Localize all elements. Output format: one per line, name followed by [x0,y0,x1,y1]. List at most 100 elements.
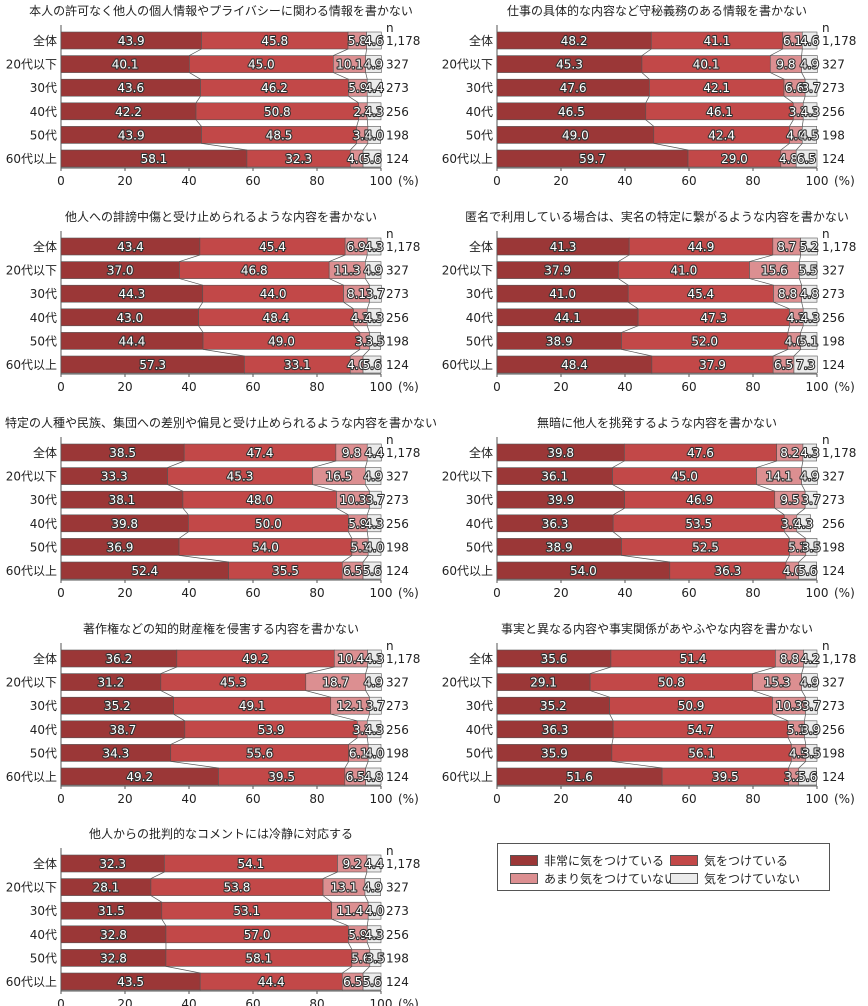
connector-line [804,737,807,745]
connector-line [653,143,689,151]
data-label-30s-not-careful: 3.7 [366,699,385,713]
connector-line [366,325,370,333]
data-label-all-not-very-careful: 5.8 [348,34,367,48]
category-label-30s: 30代 [30,81,57,95]
connector-line [353,325,361,333]
x-tick-label: 0 [493,586,501,600]
data-label-50s-not-careful: 5.1 [799,334,818,348]
data-label-50s-very-careful: 35.9 [541,746,568,760]
bar-segment-all-not-careful [366,31,382,50]
chart-panel-9: 他人からの批判的なコメントには冷静に対応する n 0 20 40 60 80 100 (%) 32… [6,826,421,1006]
n-value-all: 1,178 [822,652,856,666]
x-tick-label: 20 [117,586,132,600]
bar-segment-40s-not-careful [366,308,382,327]
category-label-under-20s: 20代以下 [6,470,57,484]
data-label-all-not-careful: 4.3 [365,652,384,666]
connector-line [173,713,186,722]
data-label-40s-not-very-careful: 4.3 [787,311,806,325]
bar-segment-over-60s-not-careful [793,355,818,374]
connector-line [773,301,790,310]
data-label-30s-careful: 49.1 [239,699,266,713]
data-label-50s-careful: 52.0 [691,334,718,348]
connector-line [795,143,803,151]
bar-segment-50s-not-careful [367,744,382,762]
connector-line [331,918,349,927]
connector-line [618,254,630,262]
data-label-over-60s-very-careful: 49.2 [126,770,153,784]
category-label-40s: 40代 [30,517,57,531]
data-label-40s-not-careful: 4.3 [365,928,384,942]
legend-swatch-not-careful [670,872,698,884]
x-tick-label: 60 [681,586,696,600]
data-label-all-careful: 45.8 [261,34,288,48]
data-label-30s-not-careful: 3.7 [366,493,385,507]
data-label-30s-not-very-careful: 10.3 [776,699,803,713]
connector-line [179,555,229,563]
data-label-over-60s-careful: 39.5 [268,770,295,784]
category-label-under-20s: 20代以下 [442,58,493,72]
x-tick-label: 40 [617,586,632,600]
data-label-50s-very-careful: 49.0 [562,128,589,142]
bar-segment-30s-not-careful [367,901,382,920]
data-label-all-not-very-careful: 8.7 [777,240,796,254]
data-label-all-careful: 47.6 [687,446,714,460]
bar-segment-50s-not-careful [800,332,818,350]
x-tick-label: 80 [309,997,324,1006]
n-value-30s: 273 [386,493,409,507]
connector-line [333,72,349,80]
connector-line [312,484,337,492]
x-tick-label: 100 [370,792,393,806]
connector-line [167,460,185,468]
data-label-30s-very-careful: 35.2 [540,699,567,713]
connector-line [793,349,801,357]
data-label-40s-not-very-careful: 5.9 [348,928,367,942]
data-label-40s-very-careful: 42.2 [115,105,142,119]
x-tick-label: 0 [57,586,65,600]
n-value-30s: 273 [822,699,845,713]
data-label-30s-not-very-careful: 9.5 [780,493,799,507]
connector-line [796,531,807,539]
connector-line [787,737,792,745]
n-value-all: 1,178 [822,446,856,460]
category-label-over-60s: 60代以上 [442,152,493,166]
category-label-over-60s: 60代以上 [442,358,493,372]
n-value-40s: 256 [386,928,409,942]
n-value-40s: 256 [386,517,409,531]
n-header: n [386,639,394,653]
n-header: n [822,433,830,447]
category-label-30s: 30代 [466,699,493,713]
category-label-under-20s: 20代以下 [442,676,493,690]
legend-label-careful: 気をつけている [704,853,789,868]
data-label-40s-not-careful: 3.9 [801,723,820,737]
x-unit-label: (%) [398,586,419,600]
connector-line [195,96,201,103]
connector-line [804,714,806,721]
connector-line [802,96,806,103]
bar-segment-30s-not-careful [805,696,818,715]
connector-line [609,714,614,721]
connector-line [752,666,776,674]
category-label-over-60s: 60代以上 [442,564,493,578]
data-label-50s-careful: 48.5 [266,128,293,142]
data-label-under-20s-not-careful: 4.9 [364,58,383,72]
category-label-under-20s: 20代以下 [6,676,57,690]
data-label-all-very-careful: 43.9 [118,34,145,48]
bar-segment-40s-not-careful [802,308,818,327]
data-label-30s-not-very-careful: 10.3 [340,493,367,507]
data-label-40s-not-very-careful: 5.1 [787,723,806,737]
connector-line [350,349,361,357]
bar-segment-over-60s-not-careful [795,149,818,168]
connector-line [756,484,775,492]
bar-segment-over-60s-not-careful [362,561,382,580]
n-value-30s: 273 [386,287,409,301]
connector-line [336,507,349,516]
x-unit-label: (%) [398,997,419,1006]
data-label-40s-not-very-careful: 5.9 [348,517,367,531]
data-label-40s-not-careful: 4.3 [365,723,384,737]
data-label-over-60s-very-careful: 59.7 [579,152,606,166]
data-label-50s-careful: 55.6 [246,746,273,760]
legend-label-not-very-careful: あまり気をつけていない [544,871,677,886]
data-label-over-60s-very-careful: 51.6 [566,770,593,784]
connector-line [362,966,371,974]
data-label-under-20s-not-very-careful: 15.3 [764,676,791,690]
